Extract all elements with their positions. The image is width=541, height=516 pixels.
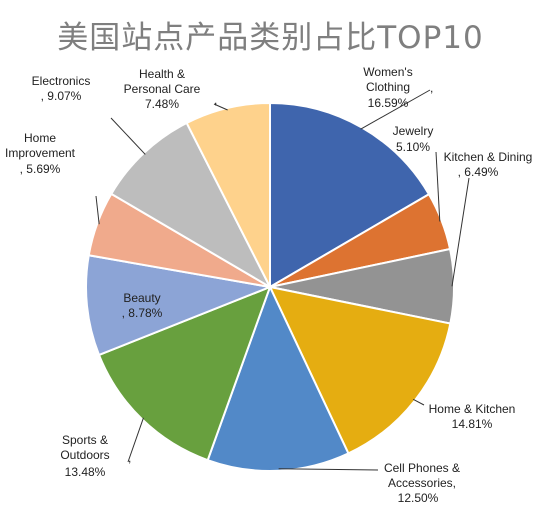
- slice-label-sports-and-outdoors: Sports & Outdoors: [60, 433, 109, 462]
- slice-label-jewelry: Jewelry: [393, 124, 434, 138]
- slice-label-beauty: Beauty: [123, 291, 160, 305]
- pie-slice-beauty: [85, 254, 274, 357]
- slice-value-electronics: , 9.07%: [41, 89, 82, 103]
- data-labels: Women's Clothing 16.59% Jewelry 5.10% Kitchen…: [5, 65, 532, 505]
- pie-slice-women-s-clothing: [269, 101, 431, 289]
- slice-label-home-improvement: Home Improvement: [5, 131, 76, 160]
- slice-value-cell-phones-and-accessories: 12.50%: [398, 491, 439, 505]
- slice-value-women-s-clothing: 16.59%: [368, 96, 409, 110]
- slice-value-home-and-kitchen: 14.81%: [452, 417, 493, 431]
- slice-value-sports-and-outdoors: 13.48%: [65, 465, 106, 479]
- pie-slice-sports-and-outdoors: [97, 285, 272, 462]
- leader-line-kitchen-and-dining: [451, 177, 470, 287]
- pie-slice-cell-phones-and-accessories: [206, 284, 350, 472]
- slice-value-beauty: , 8.78%: [122, 306, 163, 320]
- chart-title: 美国站点产品类别占比TOP10: [57, 20, 484, 56]
- slice-value-health-and-personal-care: 7.48%: [145, 97, 179, 111]
- leader-line-health-and-personal-care: [213, 103, 228, 111]
- label-separator-mark: ,: [214, 93, 217, 107]
- leader-line-electronics: [110, 117, 146, 155]
- slice-value-home-improvement: , 5.69%: [20, 162, 61, 176]
- slice-label-cell-phones-and-accessories: Cell Phones & Accessories,: [384, 461, 460, 490]
- slice-value-kitchen-and-dining: , 6.49%: [458, 165, 499, 179]
- leader-line-jewelry: [435, 151, 441, 222]
- slice-label-health-and-personal-care: Health & Personal Care: [124, 67, 201, 96]
- leader-lines: [95, 89, 470, 471]
- pie-slices: [85, 101, 455, 472]
- leader-line-home-improvement: [95, 195, 100, 225]
- slice-label-kitchen-and-dining: Kitchen & Dining: [444, 150, 533, 164]
- label-separator-mark: ,: [128, 451, 131, 465]
- label-separator-mark: ,: [430, 81, 433, 95]
- pie-slice-health-and-personal-care: [185, 101, 271, 288]
- slice-value-jewelry: 5.10%: [396, 140, 430, 154]
- leader-line-women-s-clothing: [360, 89, 431, 130]
- slice-label-women-s-clothing: Women's Clothing: [363, 65, 412, 94]
- slice-label-electronics: Electronics: [32, 74, 91, 88]
- leader-line-home-and-kitchen: [412, 398, 425, 406]
- leader-line-cell-phones-and-accessories: [278, 468, 379, 471]
- slice-label-home-and-kitchen: Home & Kitchen: [429, 402, 516, 416]
- leader-line-sports-and-outdoors: [127, 417, 144, 463]
